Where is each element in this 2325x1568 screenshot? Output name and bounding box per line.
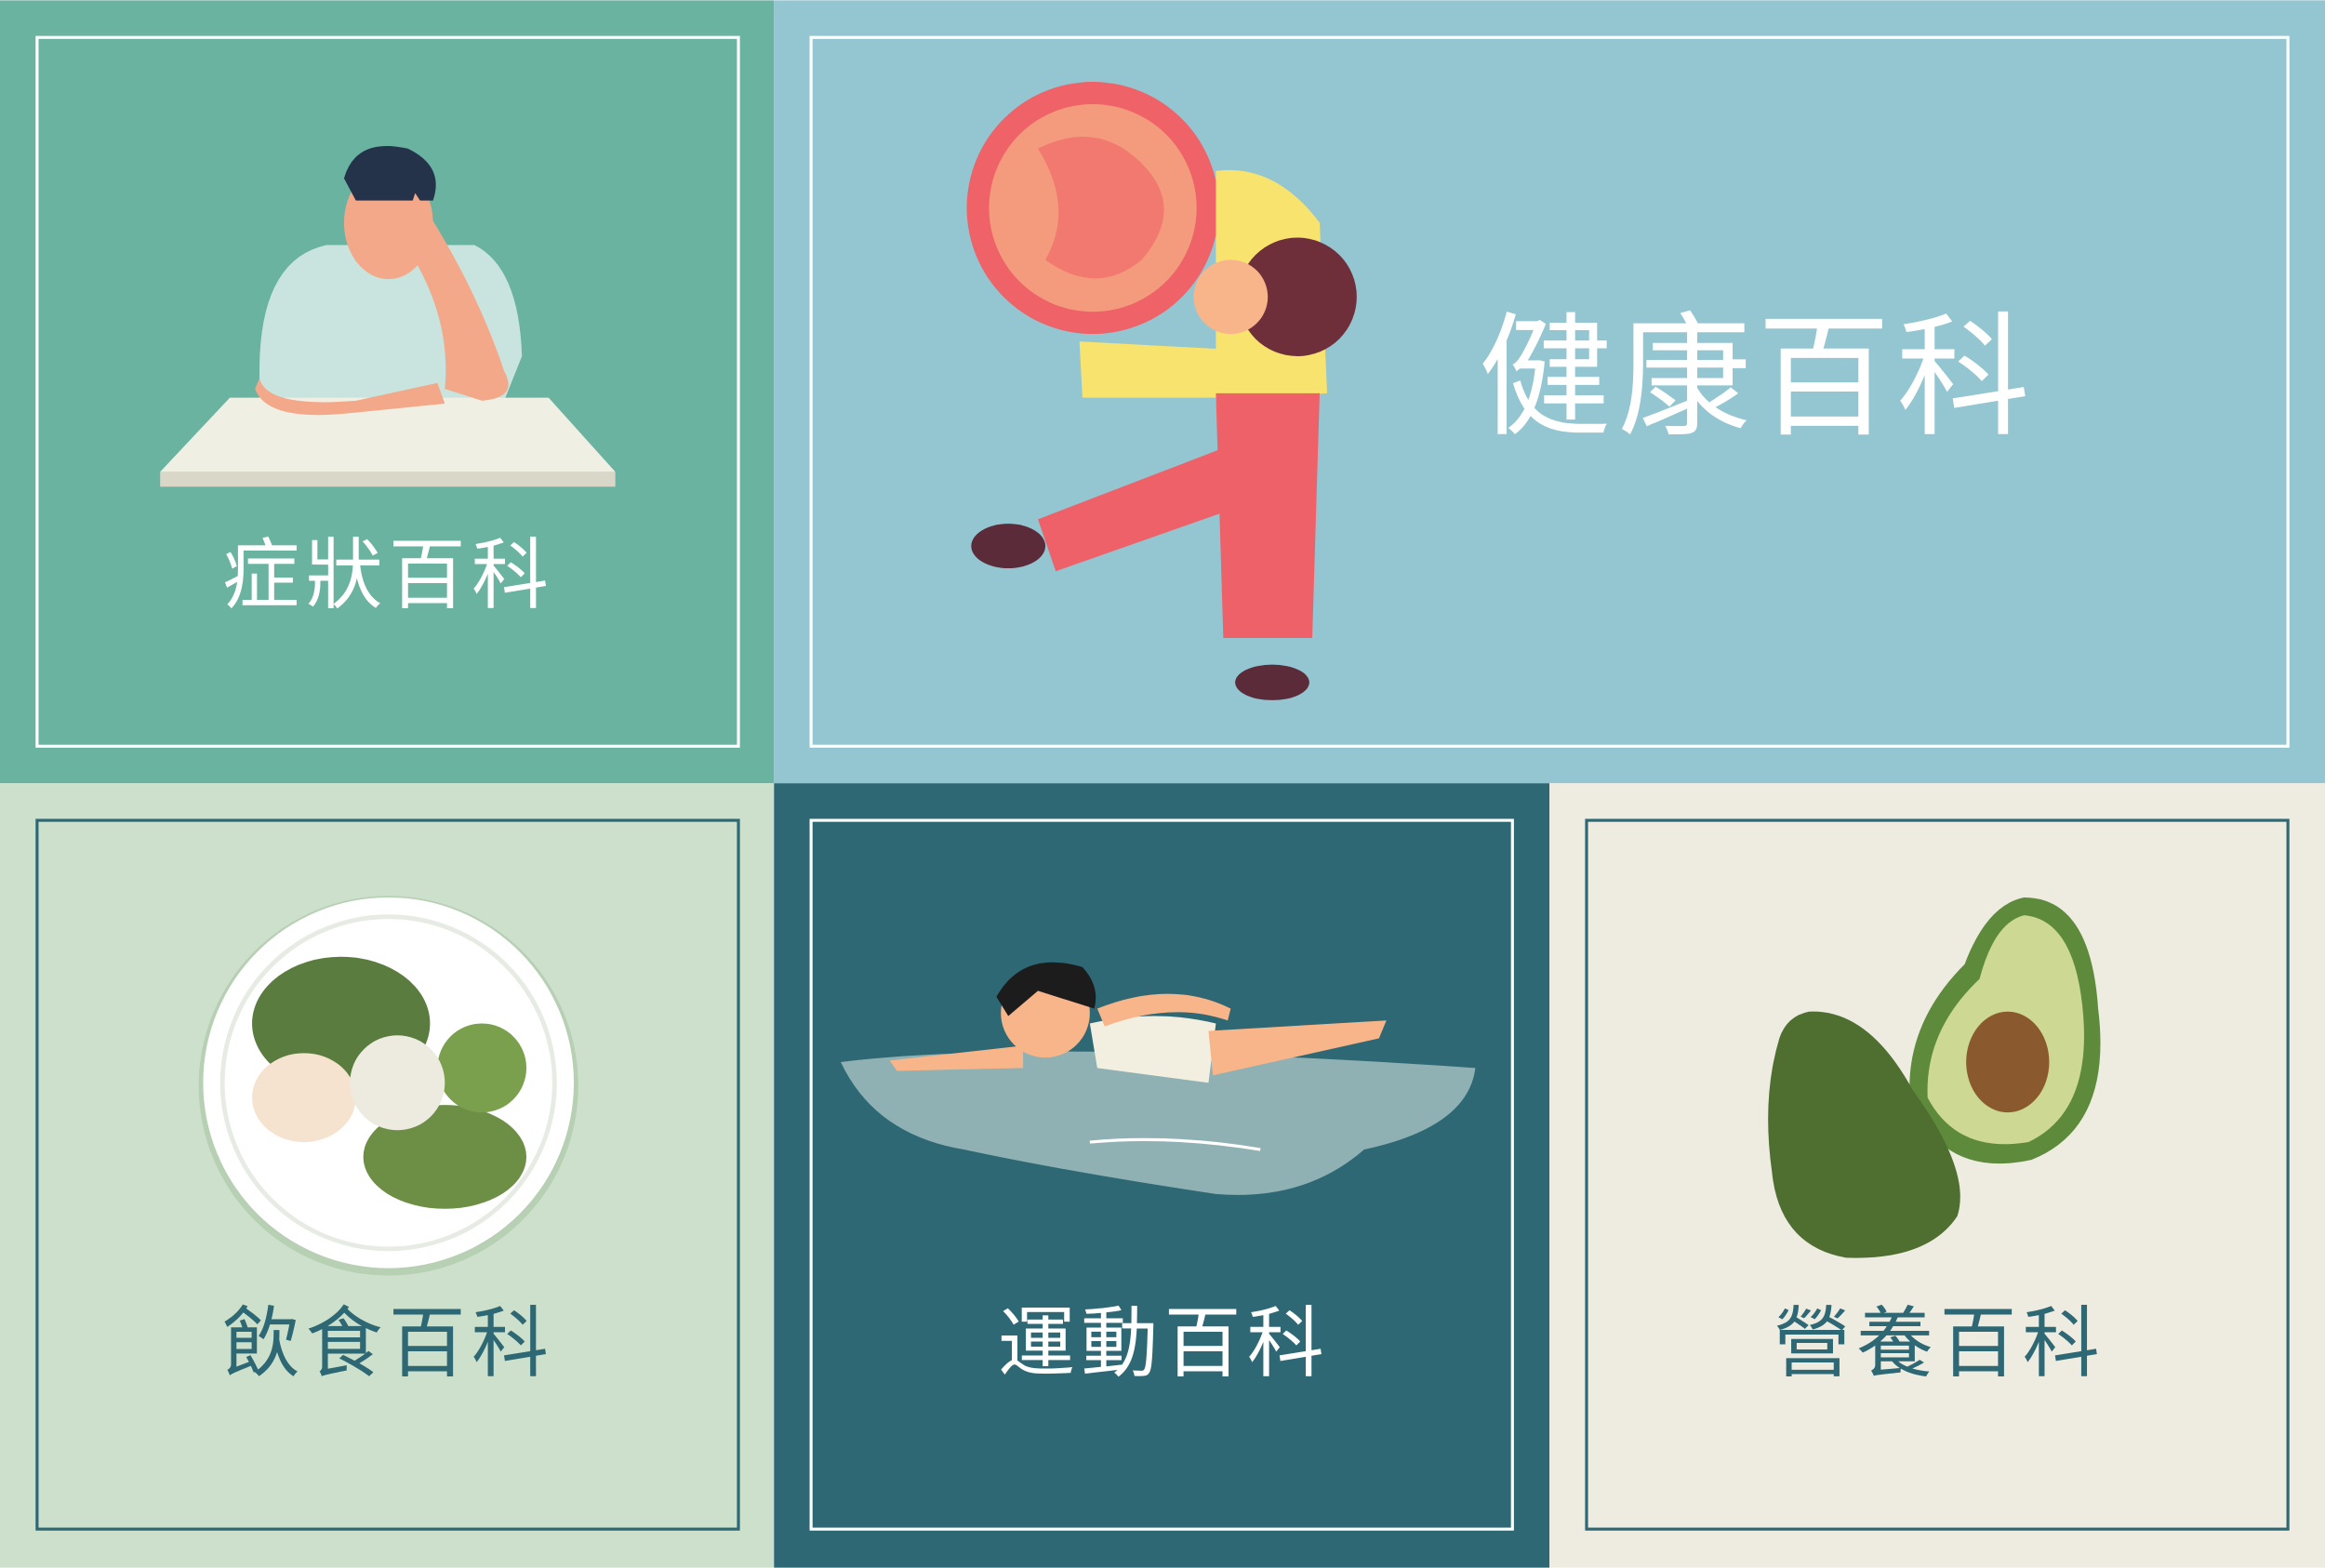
tile-border — [35, 818, 740, 1531]
illustration-swimmer — [841, 962, 1476, 1195]
tile-border — [809, 818, 1514, 1531]
tile-health[interactable]: 健康百科 — [774, 0, 2325, 784]
illustration-tomato-girl — [966, 82, 1357, 700]
tile-symptoms[interactable]: 症狀百科 — [0, 0, 775, 784]
illustration-tired-man — [160, 145, 616, 487]
tile-border — [1585, 818, 2290, 1531]
illustration-avocado — [1768, 897, 2101, 1258]
tile-label: 健康百科 — [1479, 300, 2036, 456]
tile-diet[interactable]: 飲食百科 — [0, 783, 775, 1568]
illustration-salad-plate — [198, 896, 578, 1276]
tile-label: 營養百科 — [1774, 1298, 2106, 1389]
tile-exercise[interactable]: 運動百科 — [774, 783, 1550, 1568]
tile-nutrition[interactable]: 營養百科 — [1549, 783, 2325, 1568]
tile-label: 症狀百科 — [222, 530, 554, 620]
tile-label: 運動百科 — [998, 1298, 1330, 1389]
tile-border — [809, 35, 2290, 748]
tile-label: 飲食百科 — [222, 1298, 554, 1389]
tile-border — [35, 35, 740, 748]
